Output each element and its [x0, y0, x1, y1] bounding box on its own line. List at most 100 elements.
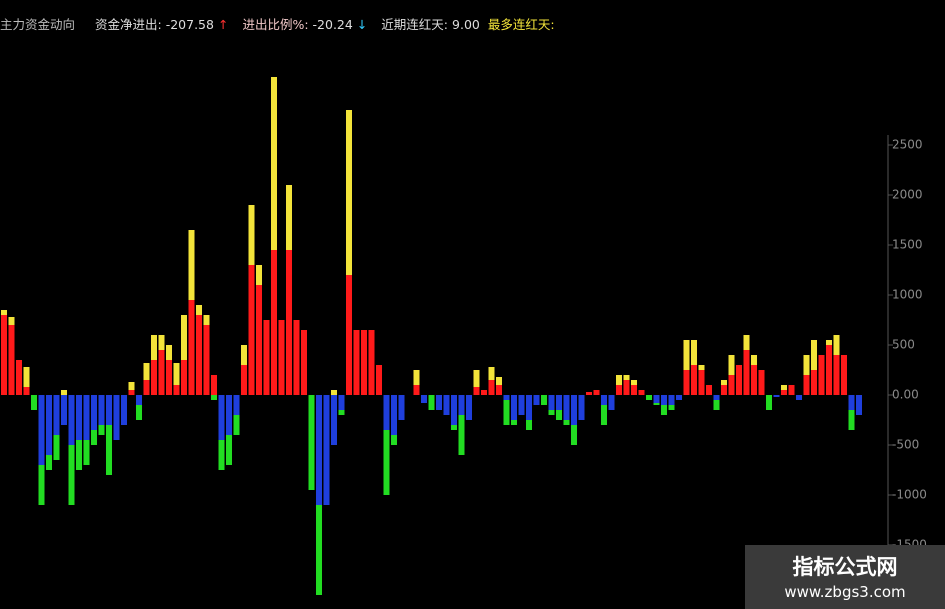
bar [121, 395, 127, 425]
arrow: ↓ [356, 17, 368, 32]
bar [8, 325, 15, 395]
bar [601, 395, 607, 405]
bar [511, 395, 517, 420]
bar [848, 395, 855, 430]
bar [233, 395, 240, 415]
bar [136, 395, 142, 405]
bar [143, 363, 150, 395]
bar [226, 395, 232, 435]
bar [713, 395, 720, 410]
bar [376, 365, 382, 395]
bar [143, 380, 150, 395]
bar [788, 385, 795, 395]
bar [668, 395, 675, 405]
bar [136, 395, 142, 420]
header: 主力资金动向 资金净进出: -207.58 ↑ 进出比例%: -20.24 ↓ 近期连红… [0, 14, 559, 33]
bar [473, 370, 480, 395]
bar [503, 395, 510, 400]
bar [833, 355, 840, 395]
bar [128, 382, 135, 395]
bar [271, 250, 277, 395]
bar [76, 395, 82, 440]
y-tick-label: 0.00 [892, 388, 919, 402]
value: -20.24 [312, 17, 353, 32]
bar [263, 320, 270, 395]
bar [68, 395, 75, 505]
y-tick-label: 1000 [892, 288, 923, 302]
bar [23, 387, 30, 395]
y-tick-label: 2000 [892, 188, 923, 202]
bar [601, 395, 607, 425]
bar [571, 395, 577, 425]
bar [248, 265, 255, 395]
bar [421, 395, 427, 403]
bar [98, 395, 105, 425]
bar [608, 395, 615, 410]
bar [166, 360, 172, 395]
y-tick-label: -500 [892, 438, 919, 452]
bar [31, 395, 37, 410]
bar [91, 395, 97, 430]
bar [481, 390, 487, 395]
bar [181, 315, 187, 395]
bar [353, 330, 360, 395]
bar [398, 395, 405, 420]
bar [181, 360, 187, 395]
bar [698, 370, 705, 395]
bar [683, 370, 690, 395]
bar [301, 330, 307, 395]
bar [278, 320, 285, 395]
bar [721, 385, 727, 395]
bar [451, 395, 457, 425]
label: 最多连红天: [487, 17, 555, 32]
bar [158, 350, 165, 395]
bar [323, 395, 330, 505]
bar [736, 365, 742, 395]
bar [616, 385, 622, 395]
bar [803, 375, 810, 395]
bar [781, 390, 787, 395]
bar [728, 375, 735, 395]
value: 9.00 [452, 17, 480, 32]
bar [811, 370, 817, 395]
bar [743, 350, 750, 395]
bar [428, 395, 435, 410]
bar [46, 395, 52, 455]
watermark: 指标公式网 www.zbgs3.com [745, 545, 945, 609]
y-tick-label: 2500 [892, 138, 923, 152]
bar [211, 375, 217, 395]
bar [151, 360, 157, 395]
bar [211, 395, 217, 400]
bar [556, 395, 562, 410]
y-tick-label: -1000 [892, 488, 927, 502]
bar [488, 380, 495, 395]
bar [496, 385, 502, 395]
bar [773, 395, 780, 397]
bar [766, 395, 772, 410]
bar [68, 395, 75, 445]
bar [541, 395, 547, 405]
bar [113, 395, 120, 440]
bar [848, 395, 855, 410]
bar [631, 385, 637, 395]
bar [751, 365, 757, 395]
bar [361, 330, 367, 395]
bar [458, 395, 465, 455]
bar [713, 395, 720, 400]
bar [691, 365, 697, 395]
bar [646, 395, 652, 400]
bar [106, 395, 112, 475]
y-tick-label: 500 [892, 338, 915, 352]
bar [218, 395, 225, 440]
bar [796, 395, 802, 400]
watermark-title: 指标公式网 [792, 555, 898, 579]
bar [383, 395, 390, 495]
bar [331, 395, 337, 445]
label: 进出比例%: [242, 17, 309, 32]
y-tick-label: 1500 [892, 238, 923, 252]
bar [293, 320, 300, 395]
bar [563, 395, 570, 420]
bar [653, 395, 660, 403]
arrow: ↑ [217, 17, 229, 32]
